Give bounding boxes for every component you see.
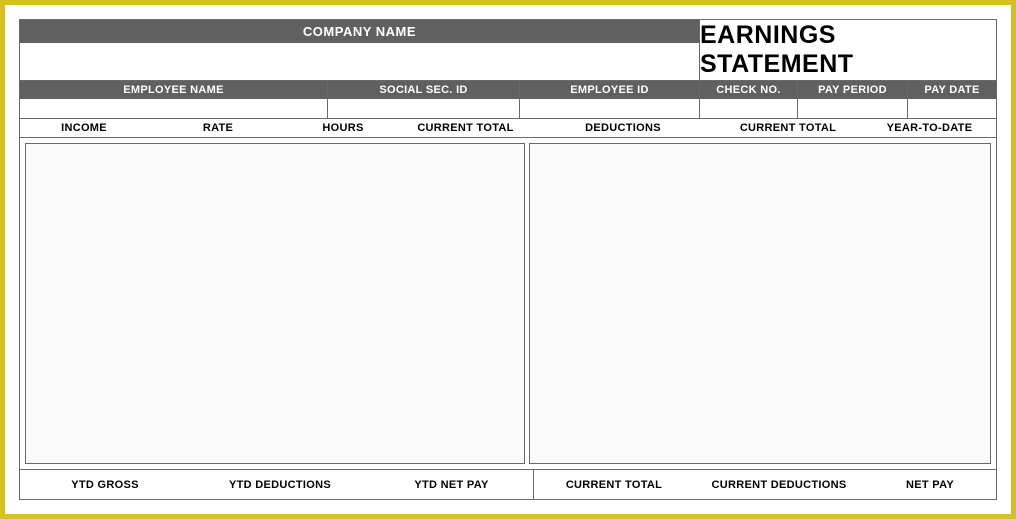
ssn-col: SOCIAL SEC. ID	[328, 81, 520, 118]
employee-name-col: EMPLOYEE NAME	[20, 81, 328, 118]
employee-name-header: EMPLOYEE NAME	[20, 81, 327, 99]
earnings-statement: COMPANY NAME EARNINGS STATEMENT EMPLOYEE…	[19, 19, 997, 500]
pay-date-header: PAY DATE	[908, 81, 996, 99]
employee-id-header: EMPLOYEE ID	[520, 81, 699, 99]
current-total-right-header: CURRENT TOTAL	[713, 119, 863, 137]
employee-info-row: EMPLOYEE NAME SOCIAL SEC. ID EMPLOYEE ID…	[20, 80, 996, 118]
income-panel	[25, 143, 525, 464]
page: COMPANY NAME EARNINGS STATEMENT EMPLOYEE…	[5, 5, 1011, 514]
employee-id-col: EMPLOYEE ID	[520, 81, 700, 118]
statement-title: EARNINGS STATEMENT	[700, 20, 996, 80]
current-total-label: CURRENT TOTAL	[534, 479, 694, 491]
pay-period-value	[798, 99, 907, 118]
pay-period-col: PAY PERIOD	[798, 81, 908, 118]
pay-date-col: PAY DATE	[908, 81, 996, 118]
columns-header-row: INCOME RATE HOURS CURRENT TOTAL DEDUCTIO…	[20, 118, 996, 138]
deductions-header: DEDUCTIONS	[533, 119, 713, 137]
current-deductions-label: CURRENT DEDUCTIONS	[694, 479, 864, 491]
pay-period-header: PAY PERIOD	[798, 81, 907, 99]
company-block: COMPANY NAME	[20, 20, 700, 80]
main-body	[20, 138, 996, 469]
current-total-left-header: CURRENT TOTAL	[398, 119, 533, 137]
ssn-header: SOCIAL SEC. ID	[328, 81, 519, 99]
ytd-gross-label: YTD GROSS	[20, 479, 190, 491]
ytd-net-pay-label: YTD NET PAY	[370, 479, 533, 491]
net-pay-label: NET PAY	[864, 479, 996, 491]
deductions-panel	[529, 143, 991, 464]
employee-id-value	[520, 99, 699, 118]
income-header: INCOME	[20, 119, 148, 137]
check-no-value	[700, 99, 797, 118]
hours-header: HOURS	[288, 119, 398, 137]
company-name-header: COMPANY NAME	[20, 20, 699, 43]
ssn-value	[328, 99, 519, 118]
pay-date-value	[908, 99, 996, 118]
company-name-value	[20, 43, 699, 80]
totals-row: YTD GROSS YTD DEDUCTIONS YTD NET PAY CUR…	[20, 469, 996, 499]
rate-header: RATE	[148, 119, 288, 137]
ytd-deductions-label: YTD DEDUCTIONS	[190, 479, 370, 491]
ytd-header: YEAR-TO-DATE	[863, 119, 996, 137]
employee-name-value	[20, 99, 327, 118]
check-no-col: CHECK NO.	[700, 81, 798, 118]
top-row: COMPANY NAME EARNINGS STATEMENT	[20, 20, 996, 80]
check-no-header: CHECK NO.	[700, 81, 797, 99]
